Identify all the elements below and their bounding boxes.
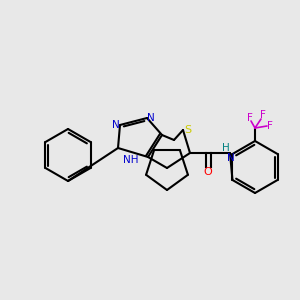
Text: O: O <box>204 167 212 177</box>
Text: N: N <box>227 153 235 163</box>
Text: N: N <box>112 120 120 130</box>
Text: S: S <box>184 125 192 135</box>
Text: F: F <box>267 121 273 131</box>
Text: F: F <box>247 113 253 123</box>
Text: H: H <box>222 143 230 153</box>
Text: N: N <box>147 113 155 123</box>
Text: NH: NH <box>124 155 139 165</box>
Text: F: F <box>260 110 266 120</box>
